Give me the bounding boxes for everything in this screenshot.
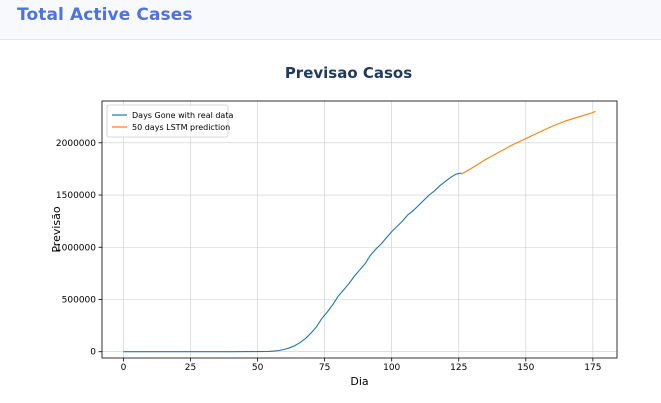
y-tick-label: 1500000 xyxy=(56,191,96,201)
y-tick-label: 2000000 xyxy=(56,139,96,149)
y-axis-label: Previsão xyxy=(50,206,63,253)
y-axis-ticks: 0 500000 1000000 1500000 2000000 xyxy=(56,139,102,358)
x-tick-label: 50 xyxy=(252,363,264,373)
legend-box xyxy=(106,104,229,138)
y-tick-label: 0 xyxy=(90,348,96,358)
x-tick-label: 100 xyxy=(383,363,400,373)
card-title: Total Active Cases xyxy=(17,5,193,25)
series-line-1 xyxy=(123,172,462,353)
x-axis-ticks: 0 25 50 75 100 125 150 175 xyxy=(121,358,601,373)
plot-frame xyxy=(101,100,618,359)
y-tick-label: 500000 xyxy=(62,295,97,305)
legend-label: Days Gone with real data xyxy=(132,111,233,120)
y-tick-label: 1000000 xyxy=(56,243,96,253)
x-tick-label: 25 xyxy=(185,363,196,373)
x-axis-label: Dia xyxy=(350,375,368,388)
chart-series xyxy=(123,110,596,353)
chart-legend: Days Gone with real data 50 days LSTM pre… xyxy=(106,104,233,138)
x-tick-label: 125 xyxy=(450,363,467,373)
card-header: Total Active Cases xyxy=(0,0,661,40)
x-tick-label: 150 xyxy=(517,363,534,373)
legend-label: 50 days LSTM prediction xyxy=(132,123,230,132)
chart-title: Previsao Casos xyxy=(284,64,413,82)
x-tick-label: 75 xyxy=(319,363,330,373)
x-tick-label: 0 xyxy=(121,363,127,373)
grid-lines xyxy=(102,101,617,358)
x-tick-label: 175 xyxy=(584,363,601,373)
series-line-2 xyxy=(461,110,596,175)
